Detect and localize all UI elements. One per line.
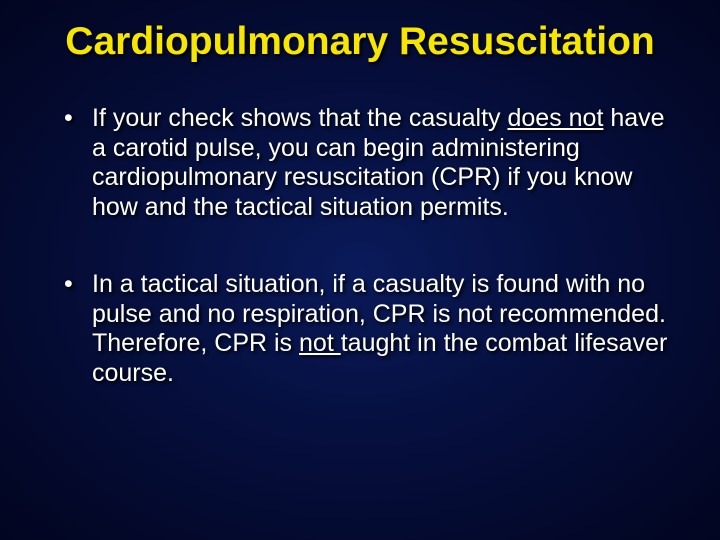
slide-body: If your check shows that the casualty do… <box>50 104 670 388</box>
bullet-text-underline: not <box>299 329 341 357</box>
bullet-item: If your check shows that the casualty do… <box>60 104 670 222</box>
slide-title: Cardiopulmonary Resuscitation <box>50 20 670 64</box>
bullet-text-pre: If your check shows that the casualty <box>92 104 507 132</box>
bullet-item: In a tactical situation, if a casualty i… <box>60 270 670 388</box>
bullet-text-underline: does not <box>507 104 603 132</box>
bullet-list: If your check shows that the casualty do… <box>60 104 670 388</box>
slide: Cardiopulmonary Resuscitation If your ch… <box>0 0 720 540</box>
